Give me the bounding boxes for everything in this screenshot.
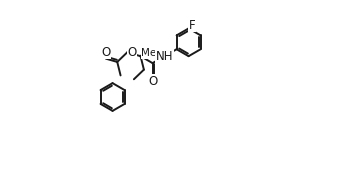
Text: Me: Me [141,48,157,58]
Text: O: O [127,46,136,59]
Text: O: O [101,46,111,59]
Text: F: F [189,19,195,32]
Text: O: O [148,75,157,88]
Text: NH: NH [156,50,173,63]
